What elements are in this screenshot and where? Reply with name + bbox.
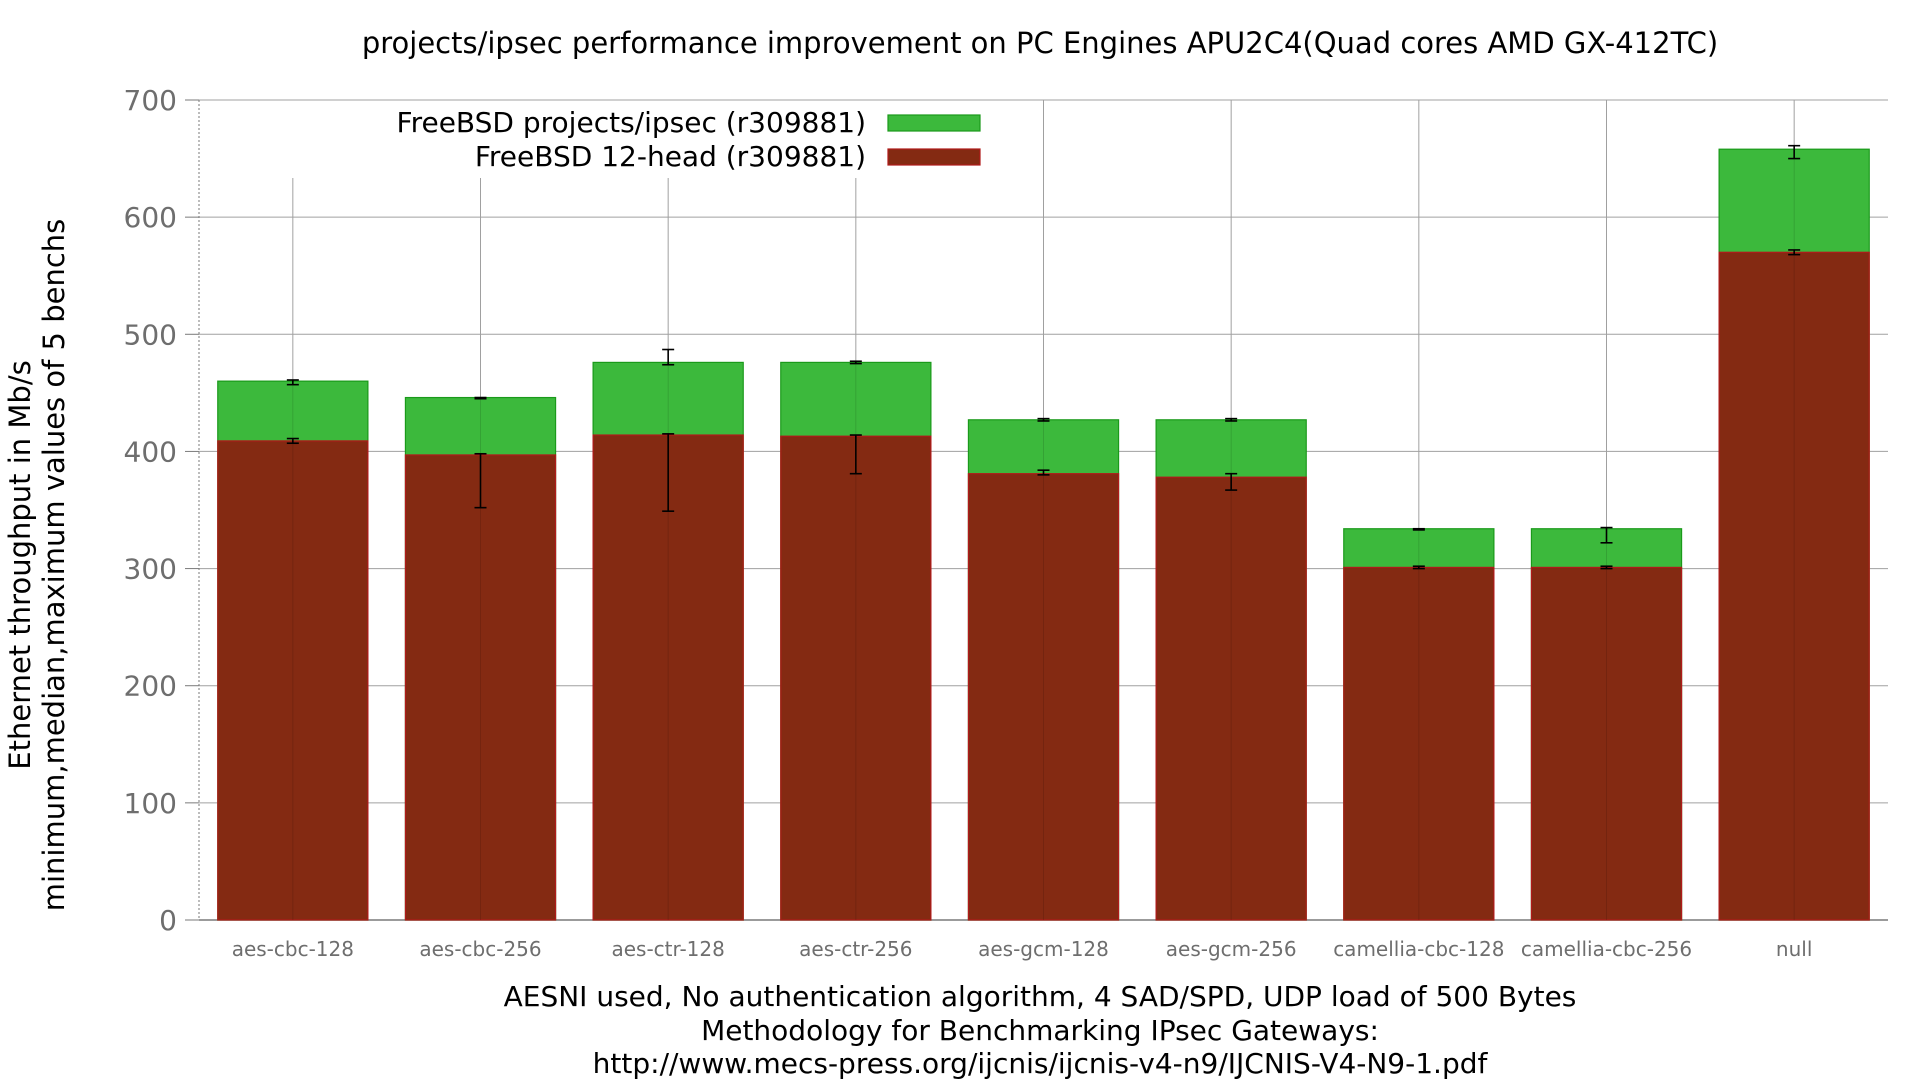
y-tick-label: 500 <box>124 318 177 351</box>
y-tick-label: 600 <box>124 201 177 234</box>
bar-12-head-aes-gcm-256 <box>1155 476 1307 921</box>
y-axis-label-line-1: Ethernet throughput in Mb/s <box>3 360 37 769</box>
bar-12-head-aes-cbc-128 <box>217 440 369 921</box>
x-tick-label: null <box>1776 937 1812 961</box>
x-tick-label: camellia-cbc-256 <box>1521 937 1692 961</box>
bar-12-head-aes-ctr-128 <box>592 434 744 921</box>
chart-title: projects/ipsec performance improvement o… <box>362 26 1718 60</box>
error-bars <box>286 144 1801 570</box>
bar-12-head-camellia-cbc-128 <box>1343 566 1495 921</box>
x-tick-label: aes-gcm-128 <box>978 937 1109 961</box>
y-axis-label-line-2: minimum,median,maximum values of 5 bench… <box>37 219 71 912</box>
y-tick-label: 300 <box>124 553 177 586</box>
bar-12-head-null <box>1718 251 1870 921</box>
y-tick-label: 200 <box>124 670 177 703</box>
legend-background <box>201 102 981 178</box>
x-tick-label: aes-ctr-256 <box>799 937 912 961</box>
y-tick-label: 400 <box>124 435 177 468</box>
legend-swatch <box>887 148 981 166</box>
x-axis-ticks: aes-cbc-128 aes-cbc-256 aes-ctr-128 aes-ctr… <box>232 937 1813 961</box>
x-tick-label: aes-cbc-256 <box>419 937 541 961</box>
legend-label: FreeBSD 12-head (r309881) <box>475 140 866 173</box>
x-tick-label: aes-ctr-128 <box>611 937 724 961</box>
x-axis-label-line-3: http://www.mecs-press.org/ijcnis/ijcnis-… <box>593 1047 1489 1080</box>
y-axis-label: Ethernet throughput in Mb/s minimum,medi… <box>3 219 71 912</box>
bar-12-head-aes-gcm-128 <box>967 473 1120 921</box>
x-axis-label: AESNI used, No authentication algorithm,… <box>504 980 1577 1080</box>
x-axis-label-line-1: AESNI used, No authentication algorithm,… <box>504 980 1577 1013</box>
y-axis-ticks: 0 100 200 300 400 500 600 700 <box>124 84 199 937</box>
legend-label: FreeBSD projects/ipsec (r309881) <box>397 106 866 139</box>
legend: FreeBSD projects/ipsec (r309881)FreeBSD … <box>201 102 981 178</box>
x-tick-label: aes-gcm-256 <box>1166 937 1297 961</box>
bar-12-head-aes-ctr-256 <box>780 435 932 921</box>
bar-12-head-aes-cbc-256 <box>404 454 557 921</box>
y-tick-label: 0 <box>159 904 177 937</box>
bars <box>217 148 1870 921</box>
x-axis-label-line-2: Methodology for Benchmarking IPsec Gatew… <box>701 1014 1379 1047</box>
y-tick-label: 700 <box>124 84 177 117</box>
legend-swatch <box>887 114 981 132</box>
y-tick-label: 100 <box>124 787 177 820</box>
x-tick-label: aes-cbc-128 <box>232 937 354 961</box>
bar-12-head-camellia-cbc-256 <box>1530 566 1683 921</box>
x-tick-label: camellia-cbc-128 <box>1333 937 1504 961</box>
